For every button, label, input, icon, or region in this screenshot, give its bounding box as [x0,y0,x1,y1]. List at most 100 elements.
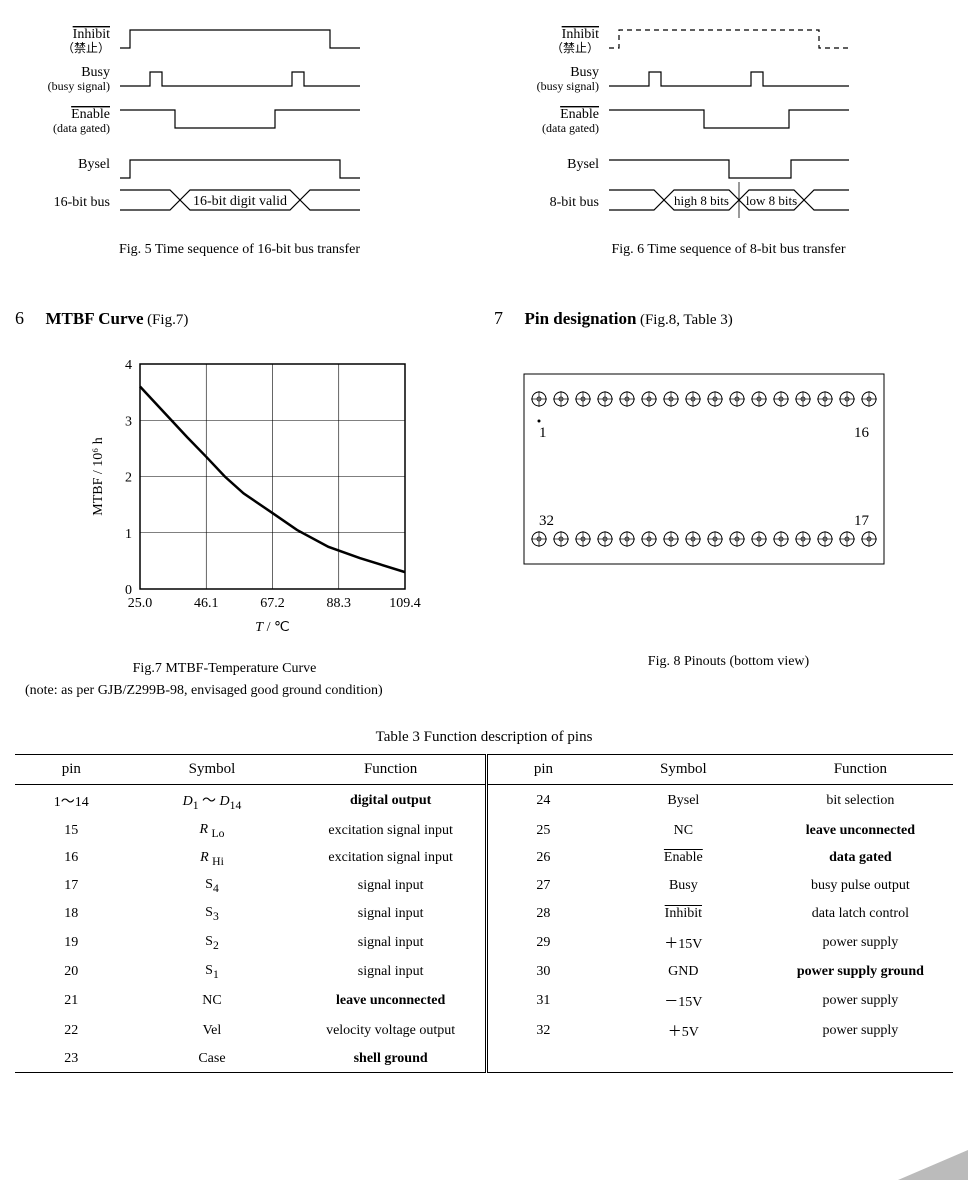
svg-text:(busy signal): (busy signal) [48,79,110,93]
section7-header: 7 Pin designation (Fig.8, Table 3) [494,308,953,329]
table-cell: R Lo [128,817,297,845]
svg-text:16: 16 [854,425,870,441]
table-header-cell: pin [486,755,599,785]
svg-text:Bysel: Bysel [567,157,599,172]
fig6-block: Inhibit（禁止）Busy(busy signal)Enable(data … [504,20,953,258]
table-cell: velocity voltage output [296,1016,486,1046]
table-cell: NC [599,817,768,845]
fig5-caption: Fig. 5 Time sequence of 16-bit bus trans… [15,242,464,258]
svg-text:46.1: 46.1 [194,596,219,611]
svg-text:8-bit bus: 8-bit bus [550,195,599,210]
svg-text:（禁止）: （禁止） [62,41,110,55]
section7-note: (Fig.8, Table 3) [640,312,733,328]
table-cell: busy pulse output [768,872,953,900]
table-cell: 18 [15,900,128,928]
table-cell: 19 [15,928,128,958]
chart-pinout-row: 0123425.046.167.288.3109.4MTBF / 10⁶ hT … [15,329,953,699]
pinout-wrap: 1 16 32 17 [504,364,953,574]
svg-text:109.4: 109.4 [389,596,421,611]
table-header-cell: pin [15,755,128,785]
table-cell: ＋5V [599,1016,768,1046]
table-cell: power supply [768,928,953,958]
svg-text:88.3: 88.3 [327,596,352,611]
svg-text:T / ℃: T / ℃ [255,620,289,635]
table-cell: 29 [486,928,599,958]
pinout-col: 1 16 32 17 Fig. 8 Pinouts (bottom view) [504,329,953,699]
svg-text:MTBF / 10⁶ h: MTBF / 10⁶ h [91,437,106,515]
fig5-block: Inhibit（禁止）Busy(busy signal)Enable(data … [15,20,464,258]
table-cell: 23 [15,1046,128,1073]
table-cell: digital output [296,785,486,817]
fig8-caption: Fig. 8 Pinouts (bottom view) [504,654,953,670]
svg-text:high 8 bits: high 8 bits [674,193,729,208]
table-row: 15R Loexcitation signal input25NCleave u… [15,817,953,845]
table-cell: S2 [128,928,297,958]
table-header-cell: Function [768,755,953,785]
table-cell: Vel [128,1016,297,1046]
table-cell: excitation signal input [296,817,486,845]
table-cell: signal input [296,928,486,958]
table-cell: GND [599,958,768,986]
section7-title: Pin designation [525,309,637,328]
svg-text:3: 3 [125,414,132,429]
table-row: 22Velvelocity voltage output32＋5Vpower s… [15,1016,953,1046]
table-cell: power supply [768,986,953,1016]
section6-num: 6 [15,308,24,328]
table-header-cell: Symbol [599,755,768,785]
table-header-row: pinSymbolFunctionpinSymbolFunction [15,755,953,785]
fig7-caption: Fig.7 MTBF-Temperature Curve [0,661,464,677]
fig6-caption: Fig. 6 Time sequence of 8-bit bus transf… [504,242,953,258]
table-row: 18S3signal input28Inhibitdata latch cont… [15,900,953,928]
svg-text:2: 2 [125,471,132,486]
table-cell: power supply [768,1016,953,1046]
table-cell: signal input [296,958,486,986]
table-row: 1～14D1 ～ D14digital output24Byselbit sel… [15,785,953,817]
svg-text:Bysel: Bysel [78,157,110,172]
svg-text:(data gated): (data gated) [542,121,599,135]
mtbf-chart-wrap: 0123425.046.167.288.3109.4MTBF / 10⁶ hT … [75,349,464,649]
table-body: 1～14D1 ～ D14digital output24Byselbit sel… [15,785,953,1073]
svg-text:67.2: 67.2 [260,596,285,611]
table-cell: 25 [486,817,599,845]
svg-text:4: 4 [125,358,132,373]
table-row: 21NCleave unconnected31－15Vpower supply [15,986,953,1016]
table-cell: R Hi [128,845,297,873]
svg-text:1: 1 [539,425,547,441]
svg-text:16-bit digit valid: 16-bit digit valid [193,194,287,209]
table-cell: leave unconnected [296,986,486,1016]
table3-caption: Table 3 Function description of pins [15,729,953,746]
table-cell: Inhibit [599,900,768,928]
table-cell: signal input [296,900,486,928]
svg-text:32: 32 [539,513,554,529]
table-header-cell: Symbol [128,755,297,785]
table-row: 23Caseshell ground [15,1046,953,1073]
table-cell: shell ground [296,1046,486,1073]
table-row: 17S4signal input27Busybusy pulse output [15,872,953,900]
table-row: 16R Hiexcitation signal input26Enabledat… [15,845,953,873]
svg-text:Enable: Enable [560,107,599,122]
table-cell: data gated [768,845,953,873]
pin-function-table: pinSymbolFunctionpinSymbolFunction 1～14D… [15,754,953,1073]
section7-num: 7 [494,308,503,328]
table-cell [486,1046,599,1073]
section-headers-row: 6 MTBF Curve (Fig.7) 7 Pin designation (… [15,308,953,329]
mtbf-svg: 0123425.046.167.288.3109.4MTBF / 10⁶ hT … [75,349,435,649]
svg-text:17: 17 [854,513,870,529]
mtbf-col: 0123425.046.167.288.3109.4MTBF / 10⁶ hT … [15,329,464,699]
table-cell: 15 [15,817,128,845]
fig6-svg: Inhibit（禁止）Busy(busy signal)Enable(data … [504,20,944,230]
svg-text:Inhibit: Inhibit [562,27,599,42]
table-row: 19S2signal input29＋15Vpower supply [15,928,953,958]
table-cell: D1 ～ D14 [128,785,297,817]
svg-text:low 8 bits: low 8 bits [746,193,797,208]
svg-text:(busy signal): (busy signal) [537,79,599,93]
table-cell: Busy [599,872,768,900]
table-cell: excitation signal input [296,845,486,873]
svg-text:（禁止）: （禁止） [551,41,599,55]
table-cell: 31 [486,986,599,1016]
section6-title: MTBF Curve [46,309,144,328]
table-cell: ＋15V [599,928,768,958]
table-cell: signal input [296,872,486,900]
table-cell: 21 [15,986,128,1016]
table-cell: S3 [128,900,297,928]
